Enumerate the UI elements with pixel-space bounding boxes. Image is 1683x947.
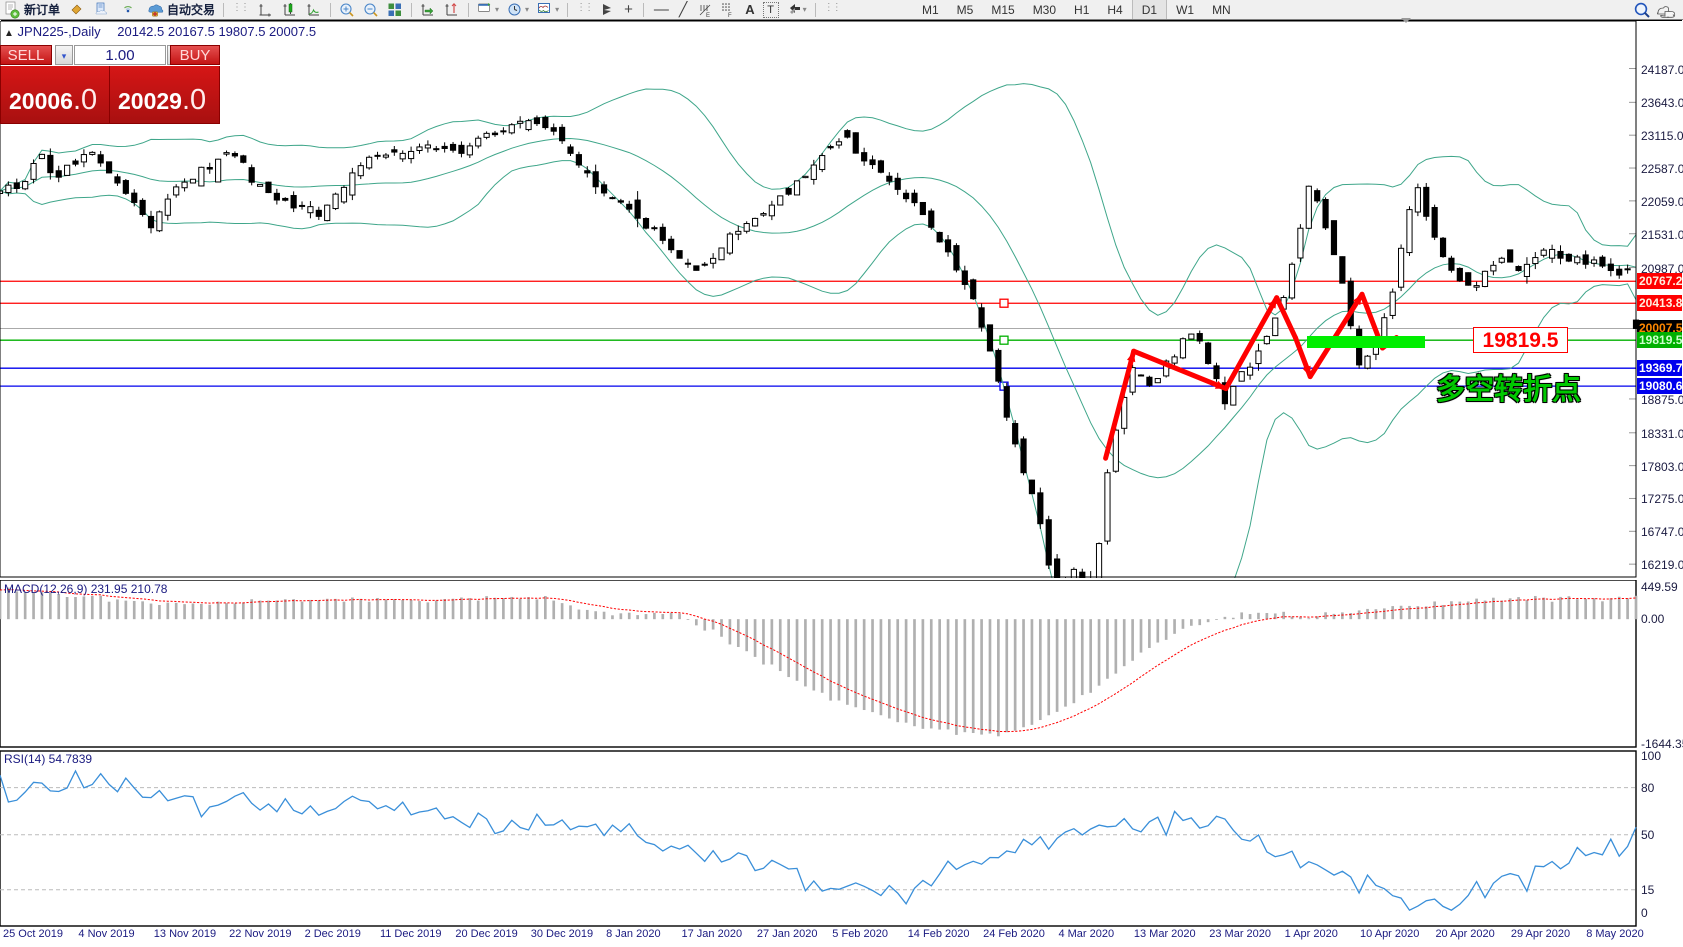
svg-text:F: F: [728, 13, 732, 18]
svg-text:E: E: [706, 13, 710, 18]
